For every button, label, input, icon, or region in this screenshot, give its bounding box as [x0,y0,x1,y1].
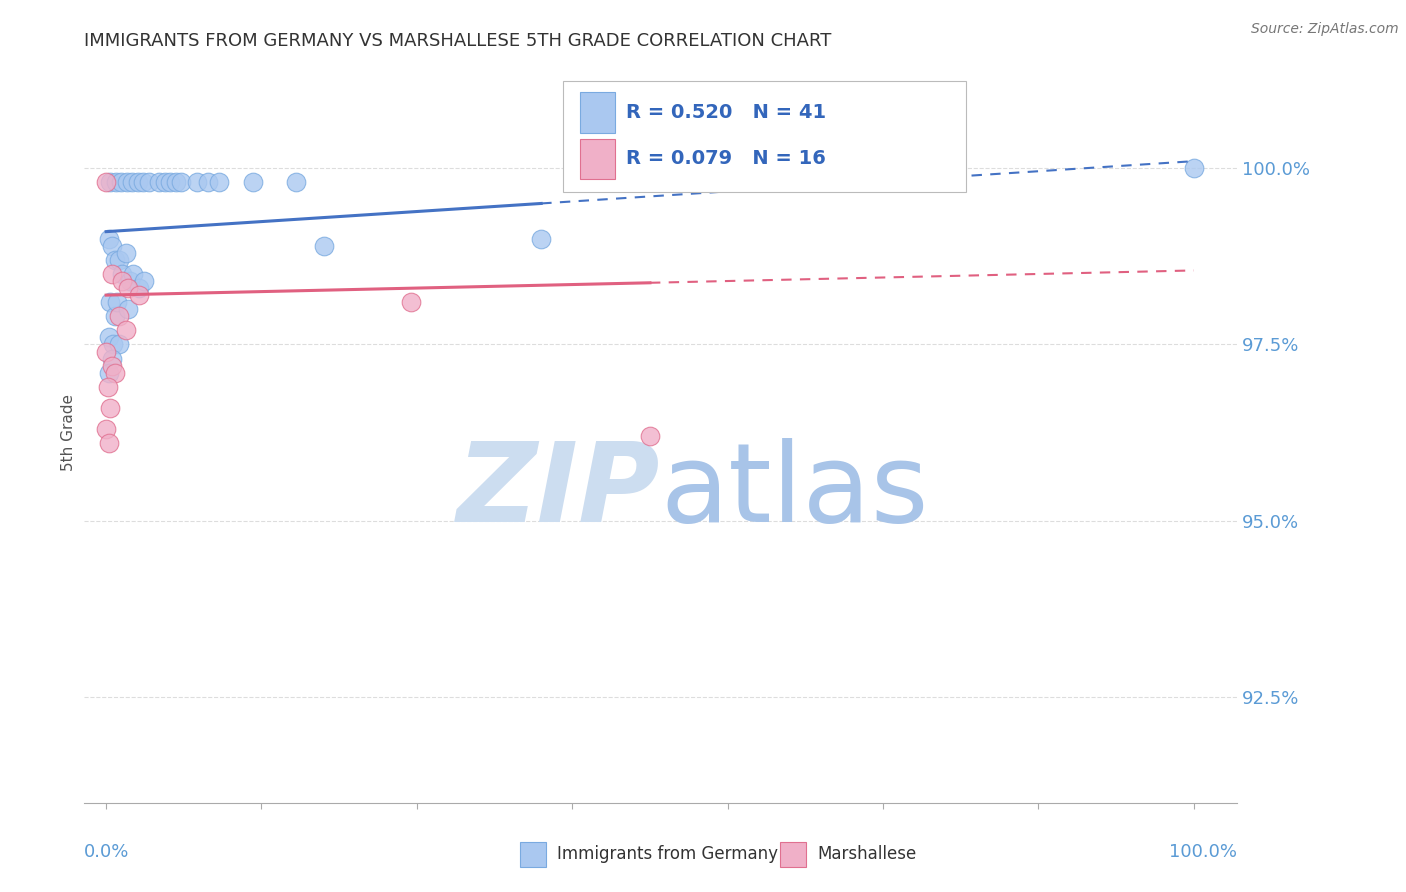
Point [100,359,122,373]
Point [104,252,127,267]
Y-axis label: 5th Grade: 5th Grade [60,394,76,471]
Point [165,175,187,189]
Point [100,401,122,415]
Point [121,175,143,189]
Point [101,337,124,351]
Point [312,239,335,253]
Point [100,295,122,310]
Point [911,175,934,189]
Point [104,366,127,380]
Point [114,245,136,260]
Point [100,351,122,366]
Point [117,281,139,295]
Point [94,422,117,436]
Point [108,310,131,324]
Point [94,344,117,359]
Point [98,330,121,344]
Point [100,267,122,281]
Point [117,302,139,317]
Point [530,232,553,246]
Text: R = 0.079   N = 16: R = 0.079 N = 16 [626,149,827,169]
Text: Source: ZipAtlas.com: Source: ZipAtlas.com [1251,22,1399,37]
Point [94,175,117,189]
Point [148,175,170,189]
Point [399,295,422,310]
Point [98,436,121,450]
Bar [581,138,614,179]
Point [128,281,150,295]
Point [159,175,181,189]
Point [134,274,156,288]
Text: ZIP: ZIP [457,438,661,545]
Point [170,175,193,189]
Text: atlas: atlas [661,438,929,545]
Point [638,429,661,443]
Point [153,175,176,189]
Point [98,232,121,246]
Point [197,175,219,189]
Point [115,175,138,189]
Text: Marshallese: Marshallese [817,846,917,863]
Text: 0.0%: 0.0% [84,843,129,861]
Point [1182,161,1205,176]
Point [100,175,122,189]
Point [108,252,131,267]
Point [285,175,308,189]
Point [110,175,132,189]
Point [118,274,141,288]
Point [100,239,122,253]
Point [208,175,231,189]
Point [97,380,120,394]
Text: Immigrants from Germany: Immigrants from Germany [557,846,778,863]
Bar [581,92,614,133]
Point [242,175,264,189]
Point [98,366,121,380]
Point [111,267,134,281]
Point [186,175,208,189]
Point [122,267,145,281]
Point [104,175,127,189]
FancyBboxPatch shape [562,81,966,192]
Point [138,175,160,189]
Point [114,323,136,337]
Text: R = 0.520   N = 41: R = 0.520 N = 41 [626,103,827,121]
Point [105,295,128,310]
Point [111,274,134,288]
Text: 100.0%: 100.0% [1170,843,1237,861]
Point [132,175,155,189]
Point [128,288,150,302]
Point [127,175,149,189]
Point [108,337,131,351]
Text: IMMIGRANTS FROM GERMANY VS MARSHALLESE 5TH GRADE CORRELATION CHART: IMMIGRANTS FROM GERMANY VS MARSHALLESE 5… [84,32,832,50]
Point [104,310,127,324]
